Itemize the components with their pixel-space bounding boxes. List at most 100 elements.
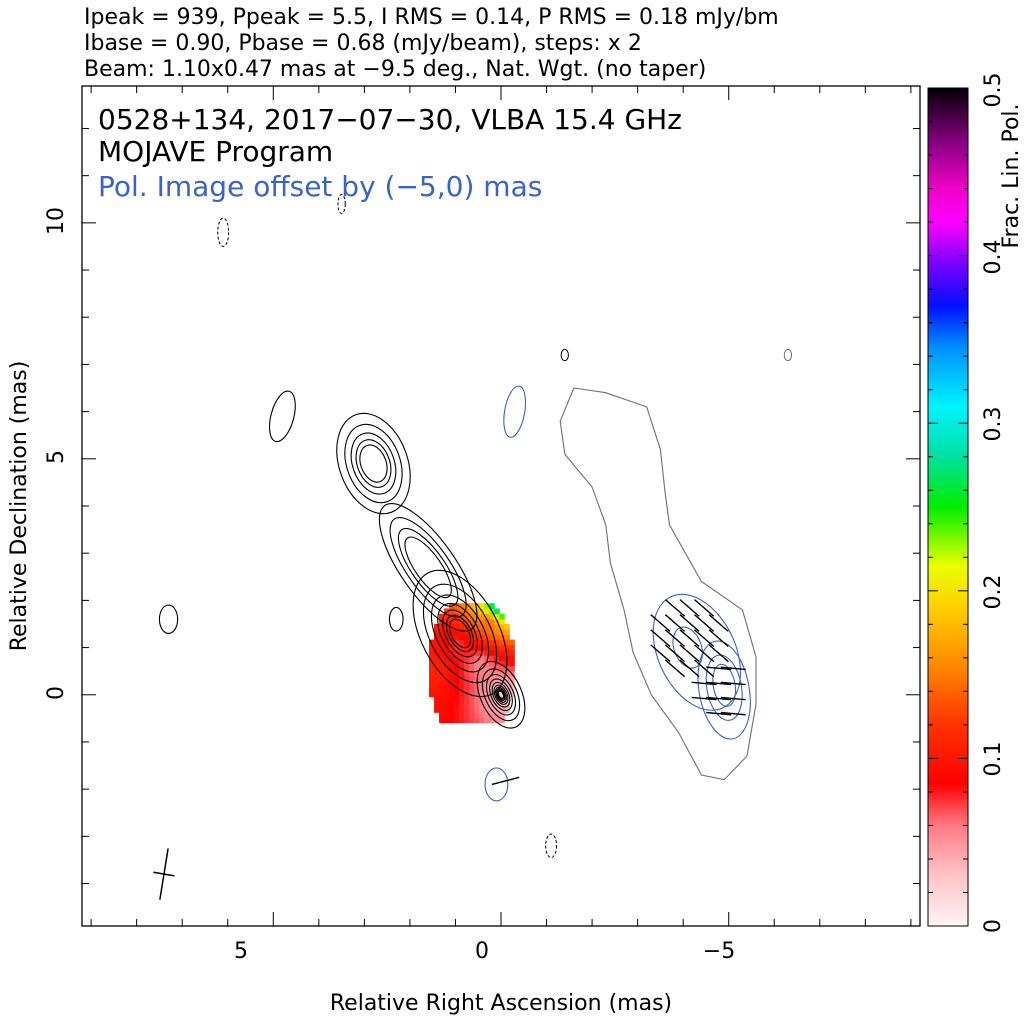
pol-fraction-pixel: [449, 655, 455, 661]
pol-fraction-pixel: [434, 686, 440, 693]
pol-fraction-pixel: [484, 608, 490, 615]
evpa-vector: [491, 776, 520, 786]
pol-fraction-pixel: [479, 623, 485, 630]
evpa-vector: [664, 614, 686, 632]
pol-fraction-pixel: [504, 675, 510, 682]
pol-fraction-pixel: [469, 655, 475, 661]
evpa-vector: [650, 614, 671, 632]
pol-fraction-pixel: [464, 712, 470, 719]
pol-fraction-pixel: [499, 623, 505, 630]
pol-fraction-pixel: [429, 660, 435, 667]
pol-fraction-pixel: [509, 675, 515, 682]
pol-fraction-pixel: [454, 603, 460, 610]
ytick-label-10: 10: [44, 207, 69, 235]
pol-fraction-pixel: [464, 623, 470, 630]
header-line-1: Ipeak = 939, Ppeak = 5.5, I RMS = 0.14, …: [84, 5, 779, 30]
pol-fraction-pixel: [449, 670, 455, 677]
pol-fraction-pixel: [489, 623, 495, 630]
pol-fraction-pixel: [489, 681, 495, 687]
stokes-i-contour: [442, 609, 478, 658]
pol-fraction-pixel: [434, 670, 440, 677]
stokes-i-contour: [389, 517, 467, 618]
pol-fraction-pixel: [494, 681, 500, 687]
pol-fraction-pixel: [474, 603, 480, 610]
pol-fraction-pixel: [469, 675, 475, 682]
pol-fraction-pixel: [449, 608, 455, 615]
evpa-vector: [720, 666, 746, 671]
x-axis-label: Relative Right Ascension (mas): [330, 991, 672, 1016]
pol-fraction-pixel: [429, 686, 435, 693]
pol-fraction-pixel: [499, 613, 505, 620]
pol-fraction-pixel: [434, 701, 440, 708]
pol-fraction-pixel: [489, 675, 495, 682]
pol-fraction-pixel: [489, 618, 495, 625]
pol-fraction-pixel: [479, 701, 485, 708]
pol-fraction-pixel: [429, 639, 435, 646]
pol-fraction-pixel: [479, 696, 485, 703]
pol-fraction-pixel: [484, 603, 490, 610]
pol-fraction-pixel: [469, 681, 475, 687]
pol-fraction-pixel: [439, 696, 445, 703]
pol-fraction-pixel: [434, 675, 440, 682]
pol-fraction-pixel: [489, 712, 495, 719]
pol-fraction-pixel: [509, 644, 515, 651]
pol-fraction-pixel: [499, 675, 505, 682]
stokes-i-contour: [359, 444, 388, 483]
pol-fraction-pixel: [444, 712, 450, 719]
pol-fraction-pixel: [484, 618, 490, 625]
pol-fraction-pixel: [494, 717, 500, 724]
pol-fraction-pixel: [459, 707, 465, 713]
pol-fraction-pixel: [469, 691, 475, 698]
pol-fraction-pixel: [444, 613, 450, 620]
evpa-vector: [664, 629, 686, 648]
pol-fraction-pixel: [484, 712, 490, 719]
colorbar-tick-0.5: 0.5: [981, 73, 1006, 108]
pol-fraction-pixel: [454, 629, 460, 635]
pol-fraction-pixel: [459, 634, 465, 641]
pol-fraction-pixel: [439, 717, 445, 724]
pol-fraction-pixel: [474, 691, 480, 698]
pol-fraction-pixel: [459, 639, 465, 646]
pol-fraction-pixel: [464, 665, 470, 672]
pol-fraction-pixel: [494, 686, 500, 693]
pol-fraction-pixel: [439, 644, 445, 651]
pol-fraction-pixel: [459, 623, 465, 630]
pol-fraction-pixel: [499, 665, 505, 672]
pol-fraction-pixel: [499, 660, 505, 667]
evpa-vector: [720, 681, 746, 686]
pol-fraction-pixel: [454, 717, 460, 724]
plot-area: [82, 86, 920, 926]
colorbar-ticks: [928, 87, 968, 927]
noise-contour: [158, 604, 179, 634]
pol-fraction-pixel: [474, 665, 480, 672]
pol-fraction-pixel: [504, 639, 510, 646]
pol-fraction-pixel: [474, 717, 480, 724]
evpa-vector: [679, 629, 700, 648]
pol-fraction-pixel: [469, 618, 475, 625]
pol-fraction-pixel: [449, 717, 455, 724]
pol-fraction-pixel: [434, 655, 440, 661]
pol-fraction-pixel: [499, 691, 505, 698]
pol-fraction-pixel: [449, 691, 455, 698]
pol-fraction-pixel: [454, 707, 460, 713]
plot-title-program: MOJAVE Program: [98, 135, 333, 168]
polarized-contour: [697, 640, 751, 740]
pol-fraction-pixel: [439, 623, 445, 630]
pol-fraction-pixel: [474, 686, 480, 693]
pol-fraction-pixel: [459, 717, 465, 724]
evpa-vector: [679, 644, 700, 663]
pol-fraction-pixel: [449, 686, 455, 693]
stokes-i-contour: [336, 412, 411, 515]
pol-fraction-pixel: [439, 675, 445, 682]
evpa-vector: [720, 696, 746, 701]
pol-fraction-pixel: [444, 681, 450, 687]
pol-fraction-pixel: [489, 717, 495, 724]
pol-fraction-pixel: [454, 623, 460, 630]
pol-fraction-pixel: [484, 691, 490, 698]
pol-fraction-pixel: [439, 660, 445, 667]
plot-title-source: 0528+134, 2017−07−30, VLBA 15.4 GHz: [98, 103, 682, 136]
colorbar-tick-0.2: 0.2: [981, 575, 1006, 610]
pol-fraction-pixel: [454, 618, 460, 625]
pol-fraction-pixel: [434, 634, 440, 641]
pol-fraction-pixel: [464, 717, 470, 724]
